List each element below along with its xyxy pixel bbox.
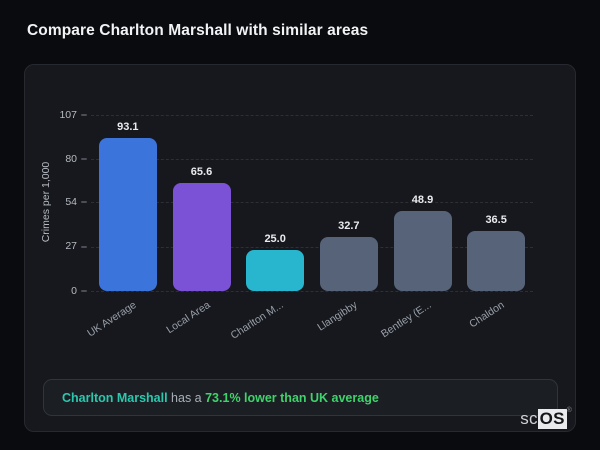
logo-prefix: sc xyxy=(520,409,538,428)
y-tick-mark xyxy=(81,201,87,204)
gridline xyxy=(91,246,533,248)
y-tick-label: 27 xyxy=(65,240,77,253)
bar-value-label: 25.0 xyxy=(264,232,286,245)
note-middle-text: has a xyxy=(167,390,206,405)
scos-logo: sc OS ® xyxy=(520,407,572,429)
x-axis-label: UK Average xyxy=(84,299,139,340)
bar-uk-average[interactable] xyxy=(98,137,157,291)
y-tick-mark xyxy=(81,290,87,292)
x-axis-label: Bentley (E... xyxy=(378,299,434,341)
bar-value-label: 93.1 xyxy=(117,120,139,133)
bar-value-label: 36.5 xyxy=(485,213,507,226)
bar-local-area[interactable] xyxy=(172,183,231,291)
page-title: Compare Charlton Marshall with similar a… xyxy=(27,22,369,39)
chart-card: Crimes per 1,000 0 27 54 80 107 93.1 UK Averag… xyxy=(24,64,576,432)
gridline xyxy=(91,159,533,161)
note-area-name: Charlton Marshall xyxy=(62,390,168,405)
x-axis-label: Charlton M... xyxy=(228,299,286,342)
registered-mark-icon: ® xyxy=(566,407,572,414)
x-axis-label: Local Area xyxy=(163,299,213,337)
bar-bentley-e[interactable] xyxy=(393,210,452,291)
y-tick-mark xyxy=(81,245,87,248)
x-axis-label: Chaldon xyxy=(467,299,507,331)
y-tick-mark xyxy=(81,158,87,161)
y-tick-label: 0 xyxy=(71,284,77,297)
bar-llangibby[interactable] xyxy=(319,237,378,291)
bar-value-label: 32.7 xyxy=(338,220,360,233)
plot-area: Crimes per 1,000 0 27 54 80 107 93.1 UK Averag… xyxy=(25,65,575,431)
bar-value-label: 48.9 xyxy=(411,193,434,206)
bar-chaldon[interactable] xyxy=(467,230,526,291)
note-highlight-text: 73.1% lower than UK average xyxy=(205,390,379,405)
x-axis-label: Llangibby xyxy=(315,299,360,334)
y-tick-mark xyxy=(81,114,87,116)
gridline xyxy=(91,202,533,204)
y-tick-label: 80 xyxy=(65,152,77,165)
bar-value-label: 65.6 xyxy=(190,166,213,179)
bar-charlton-m[interactable] xyxy=(246,249,305,291)
comparison-note: Charlton Marshall has a 73.1% lower than… xyxy=(43,379,558,416)
logo-suffix: OS xyxy=(537,409,567,429)
y-tick-label: 107 xyxy=(59,108,77,121)
gridline xyxy=(91,115,533,116)
y-tick-label: 54 xyxy=(65,195,77,208)
gridline xyxy=(91,291,533,292)
